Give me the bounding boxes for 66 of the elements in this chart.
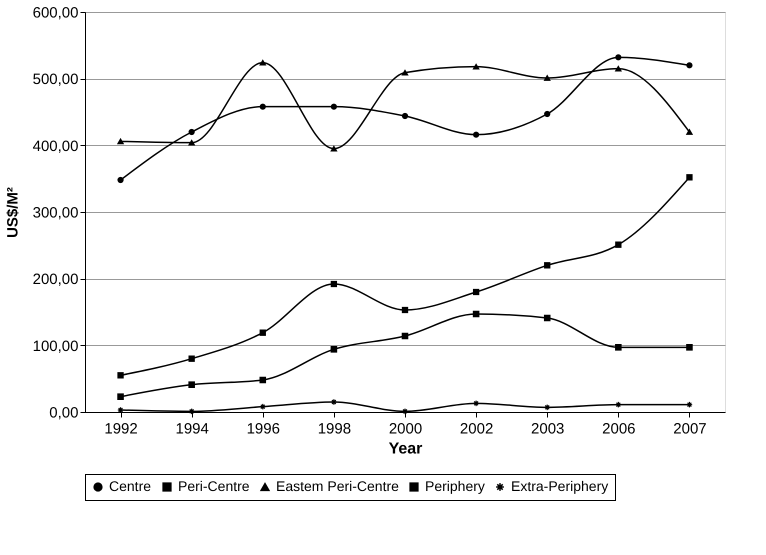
x-tick-label: 2003 [531,420,564,438]
y-tick-label: 0,00 [49,404,78,422]
point [472,310,480,318]
point [188,140,195,146]
point [544,75,550,81]
point [330,104,337,110]
point [117,372,124,378]
x-tick-label: 2000 [388,420,422,438]
point [544,314,551,322]
point [330,346,338,353]
legend-label: Periphery [425,478,485,494]
point [117,138,124,144]
x-tick-label: 1998 [318,420,352,438]
point [330,280,338,288]
point [402,112,408,120]
legend-label: Centre [109,478,152,494]
point [686,62,693,68]
point [544,404,551,411]
point [188,128,195,136]
y-tick-label: 100,00 [32,338,78,355]
point [330,146,338,152]
point [402,70,408,76]
point [259,376,266,384]
point [117,393,124,400]
point [472,64,480,70]
y-tick-label: 400,00 [32,138,78,155]
point [402,408,408,415]
point [402,332,408,340]
y-tick-label: 500,00 [32,71,78,88]
point [117,176,124,184]
x-tick-label: 1994 [175,420,209,438]
point [260,60,266,66]
point [402,306,408,314]
x-tick-label: 2002 [460,420,494,438]
y-tick-label: 200,00 [32,271,78,288]
point [544,110,550,118]
y-tick-label: 600,00 [32,4,78,22]
point [259,403,266,410]
point [544,262,550,268]
x-tick-label: 2007 [673,420,707,438]
point [260,104,266,110]
point [686,174,693,180]
point [472,288,480,296]
y-axis-title: US$/M² [4,187,22,238]
legend-label: Peri-Centre [178,478,250,494]
x-axis-title: Year [388,440,422,458]
point [686,129,693,135]
point [188,381,195,388]
x-tick-label: 1992 [104,420,138,438]
legend-label: Eastem Peri-Centre [276,478,400,494]
point [188,356,195,362]
point [472,400,480,407]
point [615,54,622,60]
point [615,66,622,72]
point [330,398,338,406]
y-tick-label: 300,00 [32,204,78,222]
point [686,344,693,351]
point [473,132,480,138]
x-tick-label: 2006 [602,420,636,438]
point [188,408,196,415]
point [260,330,266,336]
point [615,242,622,248]
x-tick-label: 1996 [246,420,280,438]
point [615,344,622,351]
point [614,401,622,408]
legend-label: Extra-Periphery [511,478,608,494]
